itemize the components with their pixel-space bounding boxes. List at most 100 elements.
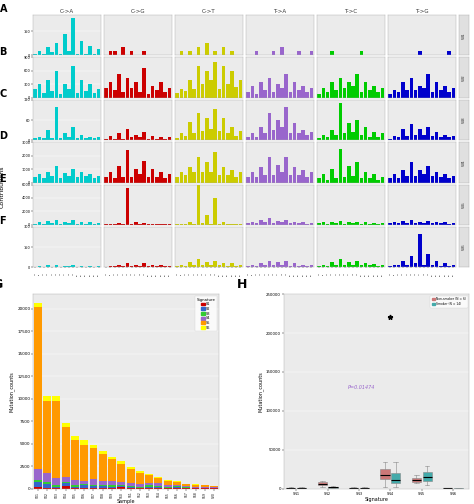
Bar (439, 138, 443, 140)
Bar (452, 88, 455, 98)
Bar (136, 487, 144, 488)
Bar (318, 223, 321, 225)
Bar (127, 482, 135, 486)
Bar (113, 224, 117, 225)
Bar (76, 54, 79, 55)
Bar (213, 261, 217, 267)
Bar (34, 139, 37, 140)
Bar (188, 51, 191, 55)
Bar (118, 461, 125, 464)
Bar (76, 224, 79, 225)
Bar (397, 138, 401, 140)
Bar (109, 172, 112, 182)
Bar (117, 134, 121, 140)
Bar (67, 176, 71, 182)
Title: C->T: C->T (202, 9, 216, 14)
Bar (427, 127, 430, 140)
Bar (310, 88, 313, 98)
Title: T->C: T->C (344, 9, 357, 14)
Bar (188, 80, 191, 98)
Bar (397, 265, 401, 267)
Bar (405, 176, 409, 182)
Bar (334, 178, 338, 182)
Bar (34, 177, 37, 182)
Bar (338, 221, 342, 225)
Bar (297, 223, 301, 225)
Bar (397, 92, 401, 98)
Bar (38, 137, 41, 140)
Bar (389, 94, 392, 98)
Bar (134, 222, 137, 225)
Bar (155, 90, 159, 98)
Bar (422, 88, 426, 98)
Bar (351, 132, 355, 140)
Bar (418, 130, 421, 140)
Bar (218, 89, 221, 98)
Bar (360, 178, 363, 182)
Bar (418, 170, 421, 182)
Bar (67, 137, 71, 140)
Bar (213, 198, 217, 225)
Bar (142, 161, 146, 182)
Bar (452, 265, 455, 267)
Bar (164, 224, 167, 225)
Bar (259, 263, 263, 267)
Bar (108, 481, 116, 485)
Bar (310, 265, 313, 267)
Bar (80, 41, 83, 55)
Bar (372, 264, 376, 267)
Bar (109, 224, 112, 225)
Bar (136, 471, 144, 473)
Bar (251, 86, 254, 98)
Bar (310, 172, 313, 182)
Bar (80, 488, 88, 489)
Bar (180, 89, 183, 98)
Bar (356, 261, 359, 267)
Bar (159, 172, 163, 182)
Bar (173, 481, 181, 482)
Bar (418, 86, 421, 98)
Bar (142, 263, 146, 267)
Bar (301, 222, 305, 225)
Bar (251, 265, 254, 267)
Bar (422, 223, 426, 225)
Bar (368, 137, 372, 140)
Bar (38, 266, 41, 267)
Bar (145, 487, 153, 488)
Bar (53, 478, 60, 485)
Bar (430, 136, 434, 140)
Bar (97, 176, 100, 182)
Bar (239, 80, 242, 98)
Bar (376, 224, 380, 225)
Bar (418, 51, 421, 55)
Bar (175, 138, 179, 140)
Bar (443, 174, 447, 182)
Bar (72, 127, 75, 140)
Bar (72, 67, 75, 98)
Bar (305, 92, 309, 98)
Bar (38, 174, 41, 182)
Bar (343, 134, 346, 140)
Bar (264, 175, 267, 182)
Bar (118, 485, 125, 486)
Bar (84, 176, 88, 182)
Bar (360, 92, 363, 98)
Bar (145, 475, 153, 483)
Bar (72, 169, 75, 182)
Bar (410, 162, 413, 182)
Bar (97, 223, 100, 225)
Bar (59, 224, 63, 225)
Bar (182, 486, 190, 487)
Bar (59, 54, 63, 55)
Bar (201, 265, 204, 267)
Bar (175, 266, 179, 267)
Bar (80, 440, 88, 445)
PathPatch shape (412, 478, 421, 482)
Bar (188, 122, 191, 140)
Bar (76, 93, 79, 98)
Bar (164, 481, 172, 485)
Bar (191, 485, 200, 487)
Bar (146, 266, 150, 267)
Bar (251, 134, 254, 140)
Bar (205, 43, 209, 55)
